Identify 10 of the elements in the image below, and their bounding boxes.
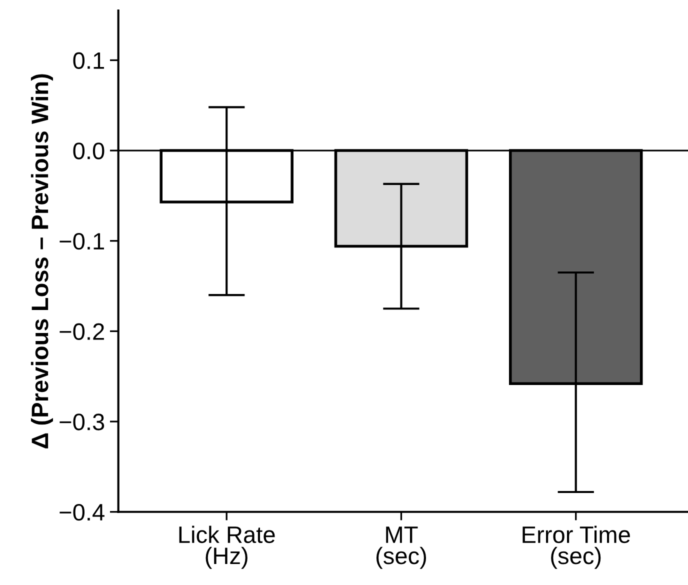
y-tick-label: 0.1 [73,52,104,69]
y-axis-title: Δ (Previous Loss – Previous Win) [30,74,53,448]
y-tick-label: −0.3 [60,414,104,430]
y-tick-label: −0.1 [60,232,104,250]
y-tick-label: −0.2 [60,323,104,340]
x-tick-label: Error Time (sec) [522,526,630,569]
y-tick-label: 0.0 [73,142,104,160]
x-tick-label: MT (sec) [376,526,426,569]
y-tick-label: −0.4 [60,504,104,521]
x-tick-label: Lick Rate (Hz) [179,526,275,569]
